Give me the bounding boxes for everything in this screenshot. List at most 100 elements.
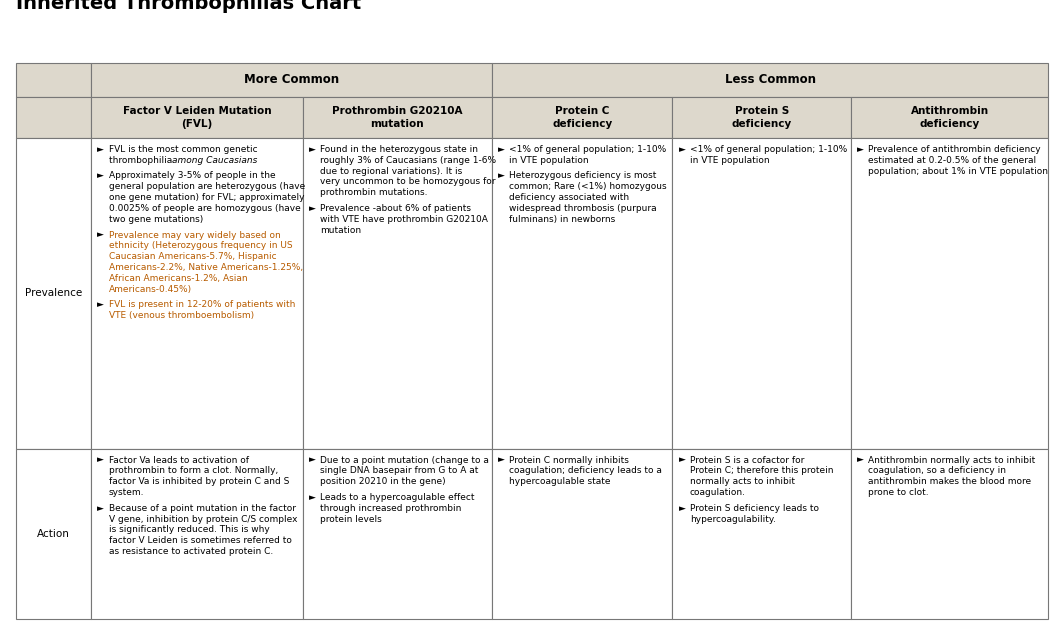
Text: ethnicity (Heterozygous frequency in US: ethnicity (Heterozygous frequency in US — [108, 241, 292, 250]
Bar — [492, 63, 1048, 97]
Text: mutation: mutation — [320, 226, 362, 234]
Bar — [851, 448, 1048, 619]
Text: Action: Action — [37, 529, 70, 539]
Text: with VTE have prothrombin G20210A: with VTE have prothrombin G20210A — [320, 215, 488, 224]
Text: in VTE population: in VTE population — [509, 155, 589, 165]
Text: ►: ► — [857, 456, 864, 465]
Text: one gene mutation) for FVL; approximately: one gene mutation) for FVL; approximatel… — [108, 193, 305, 202]
Bar — [91, 63, 492, 97]
Text: widespread thrombosis (purpura: widespread thrombosis (purpura — [509, 204, 657, 213]
Bar — [91, 448, 302, 619]
Bar — [16, 97, 91, 138]
Text: Less Common: Less Common — [725, 73, 816, 87]
Bar — [492, 448, 673, 619]
Text: ►: ► — [98, 456, 104, 465]
Text: Inherited Thrombophilias Chart: Inherited Thrombophilias Chart — [16, 0, 361, 13]
Bar — [302, 138, 492, 448]
Text: Factor Va leads to activation of: Factor Va leads to activation of — [108, 456, 248, 465]
Text: ►: ► — [309, 145, 316, 154]
Text: normally acts to inhibit: normally acts to inhibit — [690, 477, 795, 486]
Text: general population are heterozygous (have: general population are heterozygous (hav… — [108, 182, 305, 191]
Text: coagulation; deficiency leads to a: coagulation; deficiency leads to a — [509, 466, 662, 475]
Text: population; about 1% in VTE population: population; about 1% in VTE population — [868, 167, 1048, 176]
Text: ►: ► — [678, 503, 685, 513]
Text: prone to clot.: prone to clot. — [868, 488, 929, 497]
Text: Prothrombin G20210A
mutation: Prothrombin G20210A mutation — [332, 107, 463, 129]
Text: Caucasian Americans-5.7%, Hispanic: Caucasian Americans-5.7%, Hispanic — [108, 252, 276, 261]
Text: More Common: More Common — [244, 73, 340, 87]
Text: ►: ► — [309, 456, 316, 465]
Text: ►: ► — [498, 456, 505, 465]
Text: Prevalence may vary widely based on: Prevalence may vary widely based on — [108, 231, 280, 240]
Bar — [851, 97, 1048, 138]
Text: Prevalence of antithrombin deficiency: Prevalence of antithrombin deficiency — [868, 145, 1041, 154]
Bar — [302, 448, 492, 619]
Text: factor Va is inhibited by protein C and S: factor Va is inhibited by protein C and … — [108, 477, 289, 486]
Text: antithrombin makes the blood more: antithrombin makes the blood more — [868, 477, 1031, 486]
Text: Factor V Leiden Mutation
(FVL): Factor V Leiden Mutation (FVL) — [123, 107, 272, 129]
Text: Found in the heterozygous state in: Found in the heterozygous state in — [320, 145, 479, 154]
Text: ►: ► — [98, 300, 104, 309]
Text: ►: ► — [678, 145, 685, 154]
Text: ►: ► — [98, 171, 104, 181]
Bar — [302, 97, 492, 138]
Bar — [16, 138, 91, 448]
Text: as resistance to activated protein C.: as resistance to activated protein C. — [108, 547, 273, 556]
Text: position 20210 in the gene): position 20210 in the gene) — [320, 477, 446, 486]
Text: hypercoagulability.: hypercoagulability. — [690, 515, 776, 524]
Text: V gene, inhibition by protein C/S complex: V gene, inhibition by protein C/S comple… — [108, 515, 297, 524]
Text: Protein S is a cofactor for: Protein S is a cofactor for — [690, 456, 804, 465]
Bar — [492, 97, 673, 138]
Bar — [673, 97, 851, 138]
Text: <1% of general population; 1-10%: <1% of general population; 1-10% — [509, 145, 666, 154]
Text: Americans-0.45%): Americans-0.45%) — [108, 285, 192, 293]
Text: ►: ► — [498, 145, 505, 154]
Text: estimated at 0.2-0.5% of the general: estimated at 0.2-0.5% of the general — [868, 155, 1037, 165]
Text: ►: ► — [98, 231, 104, 240]
Text: prothrombin mutations.: prothrombin mutations. — [320, 188, 428, 198]
Text: prothrombin to form a clot. Normally,: prothrombin to form a clot. Normally, — [108, 466, 278, 475]
Text: system.: system. — [108, 488, 144, 497]
Text: fulminans) in newborns: fulminans) in newborns — [509, 215, 615, 224]
Text: Protein C
deficiency: Protein C deficiency — [552, 107, 612, 129]
Text: coagulation.: coagulation. — [690, 488, 746, 497]
Text: Heterozygous deficiency is most: Heterozygous deficiency is most — [509, 171, 657, 181]
Bar — [851, 138, 1048, 448]
Text: single DNA basepair from G to A at: single DNA basepair from G to A at — [320, 466, 479, 475]
Text: FVL is present in 12-20% of patients with: FVL is present in 12-20% of patients wit… — [108, 300, 295, 309]
Text: through increased prothrombin: through increased prothrombin — [320, 503, 462, 513]
Bar — [492, 138, 673, 448]
Text: common; Rare (<1%) homozygous: common; Rare (<1%) homozygous — [509, 182, 666, 191]
Text: Americans-2.2%, Native Americans-1.25%,: Americans-2.2%, Native Americans-1.25%, — [108, 263, 302, 272]
Text: 0.0025% of people are homozygous (have: 0.0025% of people are homozygous (have — [108, 204, 300, 213]
Text: ►: ► — [678, 456, 685, 465]
Text: Protein S deficiency leads to: Protein S deficiency leads to — [690, 503, 819, 513]
Text: Protein C normally inhibits: Protein C normally inhibits — [509, 456, 629, 465]
Text: VTE (venous thromboembolism): VTE (venous thromboembolism) — [108, 311, 254, 320]
Bar — [16, 63, 91, 97]
Text: ►: ► — [309, 204, 316, 213]
Text: very uncommon to be homozygous for: very uncommon to be homozygous for — [320, 177, 495, 186]
Bar — [16, 448, 91, 619]
Text: Approximately 3-5% of people in the: Approximately 3-5% of people in the — [108, 171, 275, 181]
Text: Because of a point mutation in the factor: Because of a point mutation in the facto… — [108, 503, 296, 513]
Text: African Americans-1.2%, Asian: African Americans-1.2%, Asian — [108, 274, 247, 283]
Text: is significantly reduced. This is why: is significantly reduced. This is why — [108, 525, 269, 534]
Bar — [91, 138, 302, 448]
Text: Prevalence: Prevalence — [25, 288, 82, 298]
Text: roughly 3% of Caucasians (range 1-6%: roughly 3% of Caucasians (range 1-6% — [320, 155, 497, 165]
Text: hypercoagulable state: hypercoagulable state — [509, 477, 611, 486]
Text: Antithrombin normally acts to inhibit: Antithrombin normally acts to inhibit — [868, 456, 1036, 465]
Bar — [673, 138, 851, 448]
Bar — [91, 97, 302, 138]
Text: Protein S
deficiency: Protein S deficiency — [732, 107, 792, 129]
Text: Protein C; therefore this protein: Protein C; therefore this protein — [690, 466, 833, 475]
Text: coagulation, so a deficiency in: coagulation, so a deficiency in — [868, 466, 1007, 475]
Text: two gene mutations): two gene mutations) — [108, 215, 203, 224]
Text: ►: ► — [98, 503, 104, 513]
Text: Leads to a hypercoagulable effect: Leads to a hypercoagulable effect — [320, 493, 474, 502]
Text: thrombophilia: thrombophilia — [108, 155, 175, 165]
Text: <1% of general population; 1-10%: <1% of general population; 1-10% — [690, 145, 847, 154]
Text: Due to a point mutation (change to a: Due to a point mutation (change to a — [320, 456, 489, 465]
Text: protein levels: protein levels — [320, 515, 382, 524]
